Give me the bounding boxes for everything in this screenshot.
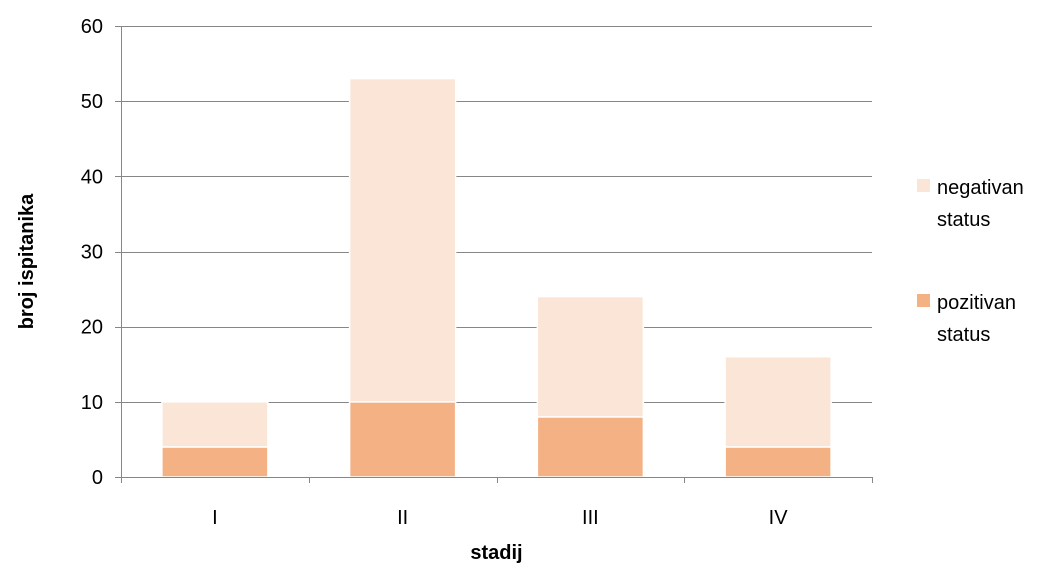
legend-swatch	[917, 179, 930, 192]
x-tick-label: I	[212, 507, 218, 529]
y-tick-label: 20	[81, 317, 103, 339]
bar-segment-negativan-III	[536, 295, 645, 418]
y-tick-label: 0	[92, 467, 103, 489]
y-tick-label: 60	[81, 16, 103, 38]
legend-label: status	[937, 209, 990, 231]
y-tick-label: 10	[81, 392, 103, 414]
gridlines	[121, 26, 872, 403]
x-tick-label: IV	[769, 507, 789, 529]
legend: negativan status pozitivan status	[917, 177, 1024, 346]
y-tick-label: 40	[81, 166, 103, 188]
legend-label: status	[937, 324, 990, 346]
y-axis-title: broj ispitanika	[16, 193, 38, 329]
y-tick-labels: 0 10 20 30 40 50 60	[81, 16, 103, 489]
bar-segment-negativan-IV	[724, 355, 832, 448]
axes	[115, 26, 873, 483]
x-tick-labels: I II III IV	[212, 507, 788, 529]
y-tick-label: 30	[81, 242, 103, 264]
legend-label: pozitivan	[937, 292, 1016, 314]
x-axis-title: stadij	[470, 542, 522, 564]
legend-swatch	[917, 294, 930, 307]
y-tick-label: 50	[81, 91, 103, 113]
bar-segment-pozitivan-III	[536, 416, 645, 478]
bar-segment-pozitivan-IV	[724, 446, 832, 478]
bar-segment-pozitivan-II	[348, 401, 457, 478]
x-tick-label: II	[397, 507, 408, 529]
bars	[161, 77, 832, 478]
x-tick-label: III	[582, 507, 599, 529]
bar-segment-negativan-II	[348, 77, 457, 403]
bar-segment-negativan-I	[161, 401, 269, 448]
bar-segment-pozitivan-I	[161, 446, 269, 478]
legend-label: negativan	[937, 177, 1024, 199]
